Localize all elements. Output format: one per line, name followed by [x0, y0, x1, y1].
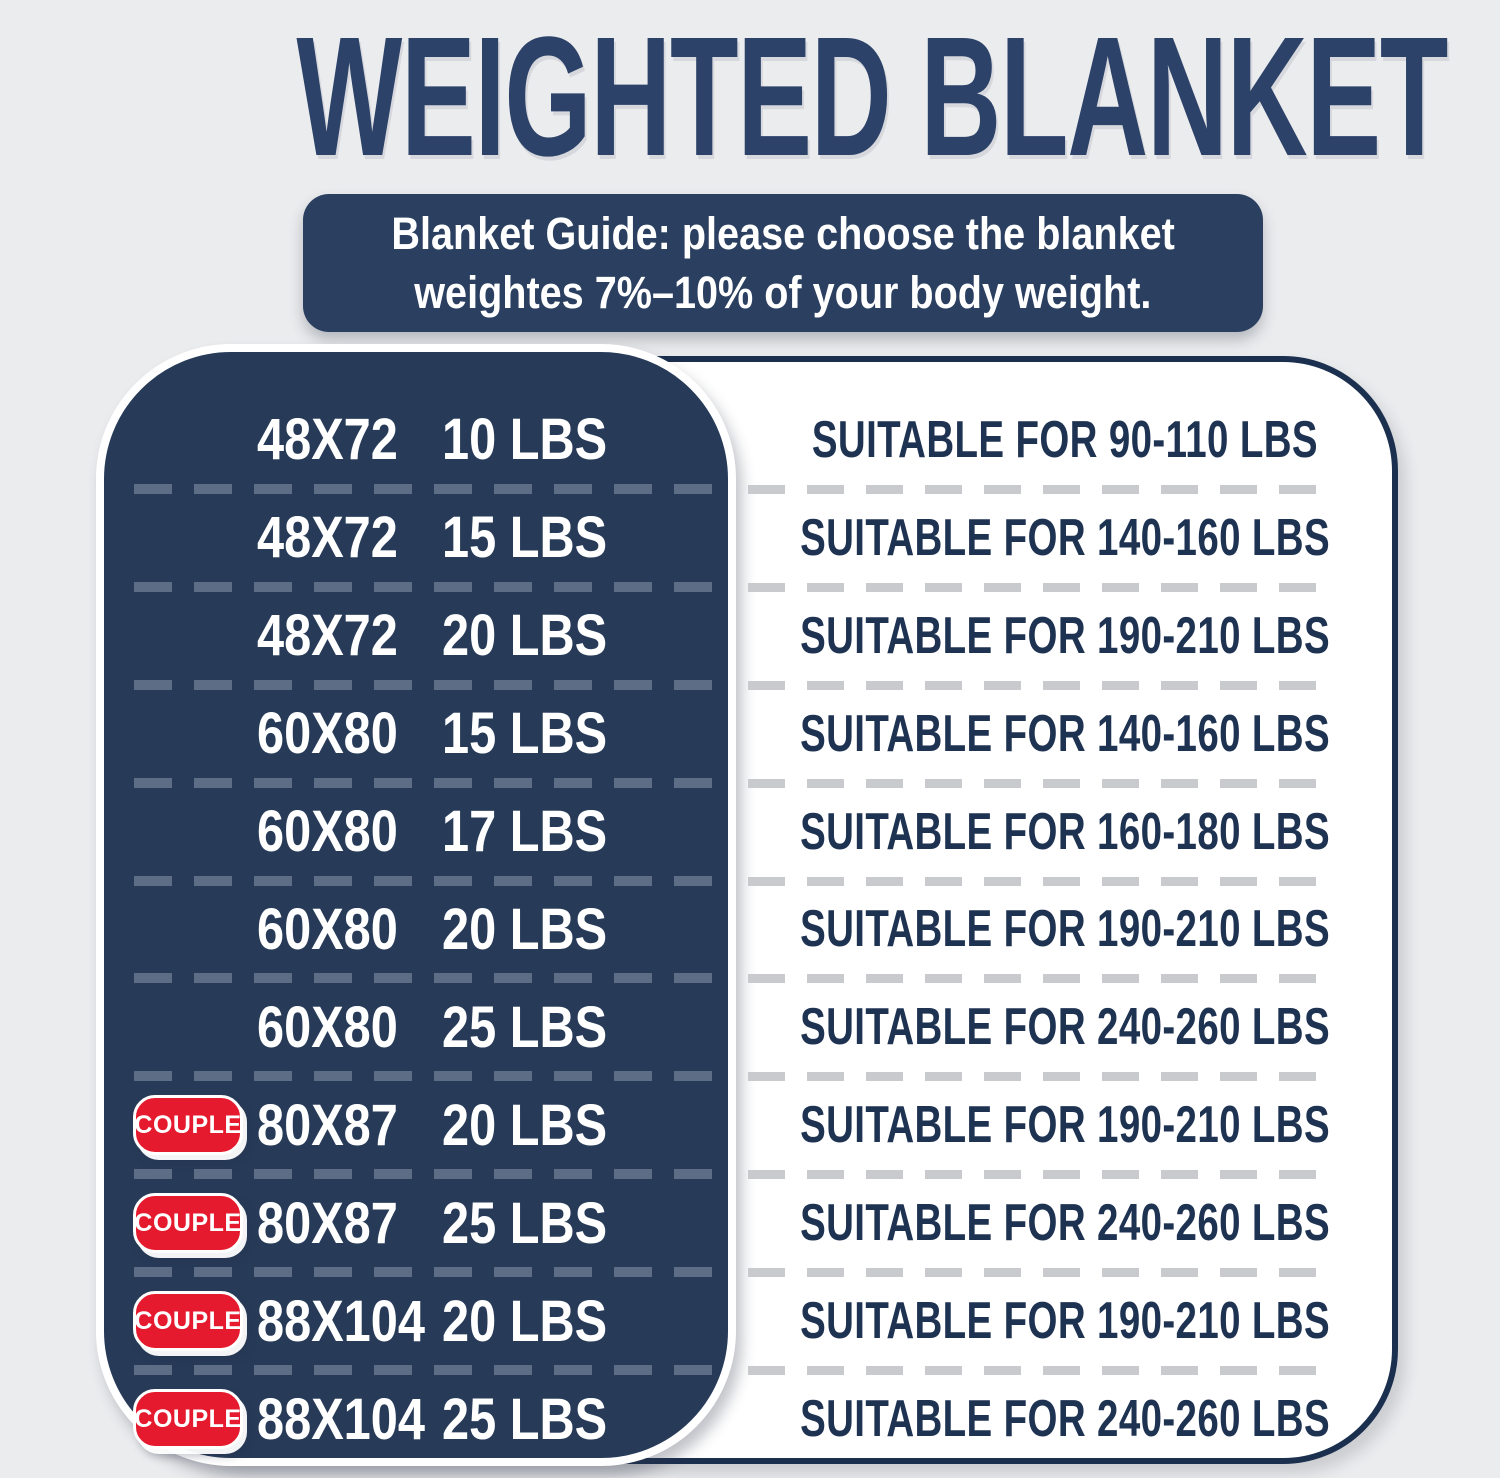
weight-cell: 15 LBS — [442, 505, 608, 571]
size-cell: 48X72 — [257, 505, 398, 571]
table-row-right-5: SUITABLE FOR 160-180 LBS — [740, 783, 1390, 886]
suitable-for-text: SUITABLE FOR 160-180 LBS — [800, 802, 1330, 861]
suitable-for-text: SUITABLE FOR 190-210 LBS — [800, 606, 1330, 665]
size-cell: 60X80 — [257, 896, 398, 962]
couple-badge-slot: COUPLE — [133, 1095, 243, 1156]
size-cell: 48X72 — [257, 603, 398, 669]
table-row-left-7: 60X80 25 LBS — [104, 978, 728, 1082]
weight-cell: 17 LBS — [442, 799, 608, 865]
table-row-right-2: SUITABLE FOR 140-160 LBS — [740, 489, 1390, 592]
couple-badge: COUPLE — [133, 1095, 243, 1156]
suitable-for-text: SUITABLE FOR 240-260 LBS — [800, 1194, 1330, 1253]
size-cell: 80X87 — [257, 1092, 398, 1158]
weight-cell: 20 LBS — [442, 1092, 608, 1158]
couple-badge-slot: COUPLE — [133, 1193, 243, 1254]
guide-text-line-1: Blanket Guide: please choose the blanket — [391, 207, 1175, 259]
suitable-for-text: SUITABLE FOR 190-210 LBS — [800, 1292, 1330, 1351]
couple-badge: COUPLE — [133, 1291, 243, 1352]
table-row-left-4: 60X80 15 LBS — [104, 685, 728, 788]
weight-cell: 25 LBS — [442, 994, 608, 1060]
table-row-left-8: COUPLE 80X87 20 LBS — [104, 1076, 728, 1180]
suitable-for-text: SUITABLE FOR 90-110 LBS — [812, 410, 1319, 469]
couple-badge: COUPLE — [133, 1389, 243, 1450]
blanket-guide-callout: Blanket Guide: please choose the blanket… — [303, 194, 1263, 332]
weight-cell: 15 LBS — [442, 701, 608, 767]
suitable-for-text: SUITABLE FOR 190-210 LBS — [800, 1096, 1330, 1155]
couple-badge: COUPLE — [133, 1193, 243, 1254]
size-weight-panel — [96, 344, 736, 1466]
table-row-right-9: SUITABLE FOR 240-260 LBS — [740, 1174, 1390, 1278]
table-row-right-10: SUITABLE FOR 190-210 LBS — [740, 1272, 1390, 1375]
weight-cell: 25 LBS — [442, 1190, 608, 1256]
table-row-right-7: SUITABLE FOR 240-260 LBS — [740, 978, 1390, 1082]
table-row-right-11: SUITABLE FOR 240-260 LBS — [740, 1370, 1390, 1468]
page-title-text: WEIGHTED BLANKET — [296, 2, 1448, 192]
table-row-right-6: SUITABLE FOR 190-210 LBS — [740, 881, 1390, 984]
weight-cell: 20 LBS — [442, 1288, 608, 1354]
table-row-left-6: 60X80 20 LBS — [104, 881, 728, 984]
table-row-left-1: 48X72 10 LBS — [104, 391, 728, 494]
size-cell: 60X80 — [257, 799, 398, 865]
table-row-right-8: SUITABLE FOR 190-210 LBS — [740, 1076, 1390, 1180]
weight-cell: 20 LBS — [442, 896, 608, 962]
guide-text-line-2: weightes 7%–10% of your body weight. — [414, 267, 1152, 318]
table-row-right-4: SUITABLE FOR 140-160 LBS — [740, 685, 1390, 788]
suitable-for-text: SUITABLE FOR 140-160 LBS — [800, 704, 1330, 763]
suitable-rows: SUITABLE FOR 90-110 LBS SUITABLE FOR 140-… — [740, 391, 1390, 1468]
table-row-left-5: 60X80 17 LBS — [104, 783, 728, 886]
suitable-for-text: SUITABLE FOR 190-210 LBS — [800, 900, 1330, 959]
table-row-left-11: COUPLE 88X104 25 LBS — [104, 1370, 728, 1468]
table-row-left-3: 48X72 20 LBS — [104, 587, 728, 690]
table-row-left-10: COUPLE 88X104 20 LBS — [104, 1272, 728, 1375]
weight-cell: 25 LBS — [442, 1386, 608, 1452]
size-cell: 60X80 — [257, 994, 398, 1060]
weight-cell: 10 LBS — [442, 407, 608, 473]
page-title: WEIGHTED BLANKET — [0, 12, 1500, 182]
size-weight-rows: 48X72 10 LBS 48X72 15 LBS 48X72 20 LBS 60X80 15… — [104, 391, 728, 1468]
suitable-for-text: SUITABLE FOR 240-260 LBS — [800, 998, 1330, 1057]
suitable-for-text: SUITABLE FOR 140-160 LBS — [800, 508, 1330, 567]
size-cell: 88X104 — [257, 1386, 425, 1452]
table-row-left-9: COUPLE 80X87 25 LBS — [104, 1174, 728, 1278]
table-row-right-3: SUITABLE FOR 190-210 LBS — [740, 587, 1390, 690]
weight-cell: 20 LBS — [442, 603, 608, 669]
size-cell: 60X80 — [257, 701, 398, 767]
table-row-right-1: SUITABLE FOR 90-110 LBS — [740, 391, 1390, 494]
couple-badge-slot: COUPLE — [133, 1291, 243, 1352]
table-row-left-2: 48X72 15 LBS — [104, 489, 728, 592]
size-cell: 88X104 — [257, 1288, 425, 1354]
size-cell: 80X87 — [257, 1190, 398, 1256]
size-cell: 48X72 — [257, 407, 398, 473]
suitable-for-text: SUITABLE FOR 240-260 LBS — [800, 1390, 1330, 1449]
couple-badge-slot: COUPLE — [133, 1389, 243, 1450]
